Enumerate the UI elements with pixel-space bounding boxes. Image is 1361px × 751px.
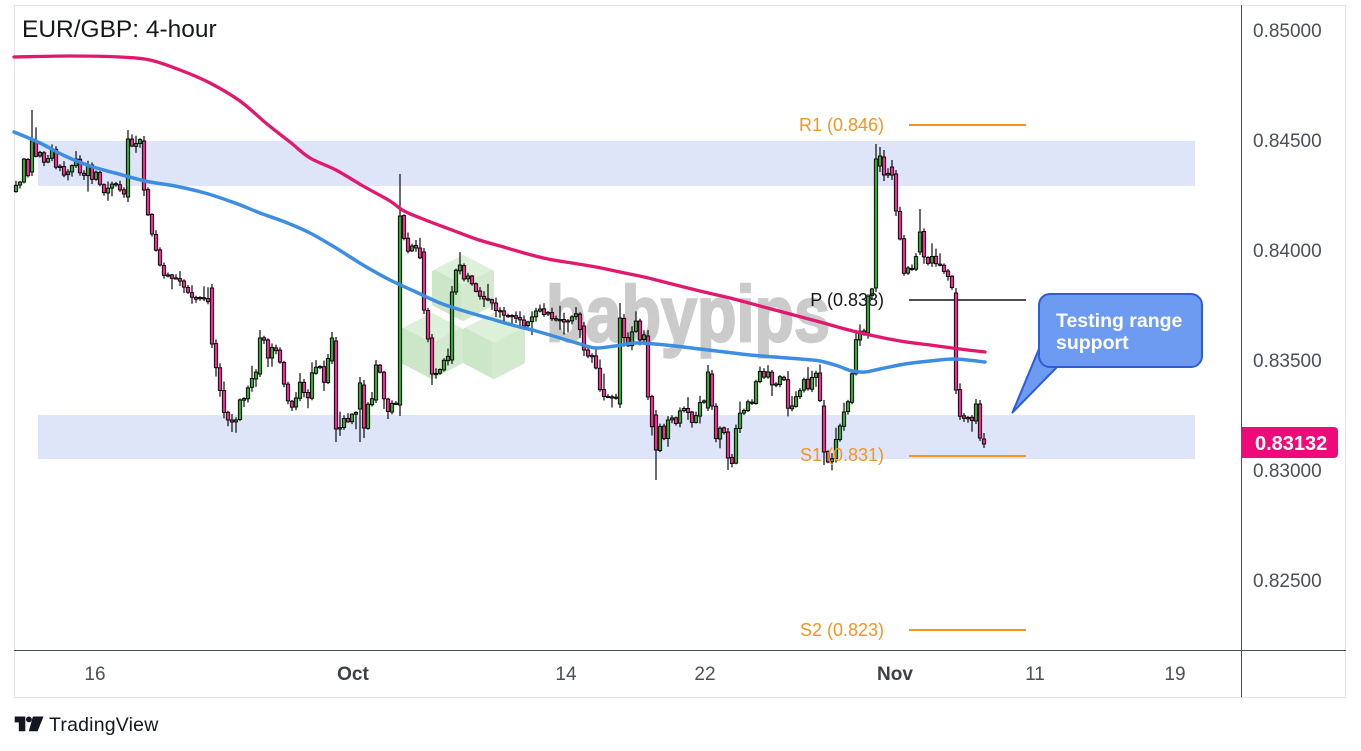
svg-text:P (0.838): P (0.838): [810, 290, 884, 310]
svg-text:0.84000: 0.84000: [1253, 241, 1322, 262]
svg-text:0.82500: 0.82500: [1253, 571, 1322, 592]
svg-text:Testing range: Testing range: [1056, 310, 1183, 332]
svg-text:S1 (0.831): S1 (0.831): [800, 445, 884, 465]
svg-text:Oct: Oct: [337, 664, 369, 685]
svg-text:0.83132: 0.83132: [1255, 433, 1327, 455]
svg-text:S2 (0.823): S2 (0.823): [800, 620, 884, 640]
svg-text:22: 22: [694, 664, 715, 685]
svg-text:16: 16: [84, 664, 105, 685]
svg-text:R1 (0.846): R1 (0.846): [799, 115, 884, 135]
svg-text:0.83000: 0.83000: [1253, 461, 1322, 482]
svg-text:11: 11: [1025, 664, 1045, 685]
svg-text:TradingView: TradingView: [49, 714, 159, 736]
svg-text:EUR/GBP: 4-hour: EUR/GBP: 4-hour: [22, 16, 217, 43]
svg-text:0.85000: 0.85000: [1253, 21, 1322, 42]
svg-text:14: 14: [555, 664, 577, 685]
svg-text:support: support: [1056, 332, 1129, 354]
svg-text:0.84500: 0.84500: [1253, 131, 1322, 152]
svg-text:19: 19: [1164, 664, 1185, 685]
svg-text:Nov: Nov: [877, 664, 913, 685]
svg-text:0.83500: 0.83500: [1253, 351, 1322, 372]
